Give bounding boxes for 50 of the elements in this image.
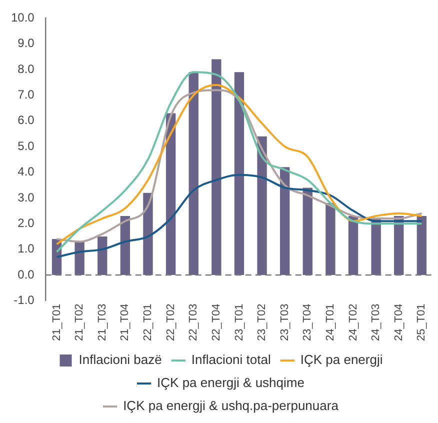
x-tick-label: 22_T01 — [142, 304, 154, 342]
x-tick-label: 21_T04 — [119, 304, 132, 342]
legend-label: IÇK pa energji — [300, 352, 383, 368]
x-tick-label: 21_T01 — [50, 304, 63, 342]
y-tick-label: -1.0 — [14, 293, 35, 308]
bar — [326, 203, 336, 276]
x-tick-label: 23_T03 — [278, 304, 291, 342]
x-tick-label: 22_T04 — [210, 304, 222, 342]
bar — [371, 218, 381, 276]
y-tick-label: 7.0 — [18, 88, 35, 102]
line-series — [56, 174, 423, 258]
bar — [74, 242, 84, 276]
x-tick-label: 23_T01 — [233, 304, 246, 342]
legend-label: IÇK pa energji & ushqime — [157, 375, 304, 390]
x-tick-label: 25_T01 — [416, 304, 428, 342]
bar — [234, 72, 244, 276]
x-tick-label: 21_T03 — [96, 304, 108, 342]
bar — [348, 216, 358, 276]
bar — [280, 167, 290, 276]
bar — [98, 236, 108, 276]
y-tick-label: 5.0 — [18, 138, 35, 153]
bar — [188, 72, 198, 276]
bar — [257, 136, 267, 276]
bar — [143, 192, 153, 276]
y-tick-label: 9.0 — [18, 36, 35, 50]
x-tick-label: 21_T02 — [74, 304, 86, 342]
bar — [120, 216, 130, 276]
bar — [302, 188, 312, 276]
x-tick-label: 22_T03 — [188, 304, 200, 342]
bar — [416, 216, 427, 276]
x-tick-label: 23_T02 — [256, 304, 268, 342]
x-tick-label: 24_T03 — [370, 304, 382, 342]
y-tick-label: 3.0 — [18, 190, 35, 204]
x-tick-label: 24_T02 — [347, 304, 360, 342]
x-tick-label: 23_T04 — [302, 304, 314, 342]
legend-label: IÇK pa energji & ushq.pa-perpunuara — [123, 398, 340, 414]
x-tick-label: 22_T02 — [164, 304, 177, 342]
x-tick-label: 24_T01 — [324, 304, 336, 342]
y-tick-label: 6.0 — [18, 113, 35, 128]
y-tick-label: 2.0 — [18, 216, 35, 230]
legend-label: Inflacioni total — [191, 352, 271, 368]
legend-label: Inflacioni bazë — [78, 352, 162, 368]
y-tick-label: 0.0 — [18, 267, 35, 282]
y-tick-label: 10.0 — [10, 10, 35, 25]
y-tick-label: 1.0 — [18, 242, 35, 256]
bar — [166, 113, 176, 276]
y-tick-label: 8.0 — [18, 62, 35, 76]
y-tick-label: 4.0 — [18, 164, 35, 179]
bar — [212, 59, 222, 276]
x-tick-label: 24_T04 — [392, 304, 405, 342]
